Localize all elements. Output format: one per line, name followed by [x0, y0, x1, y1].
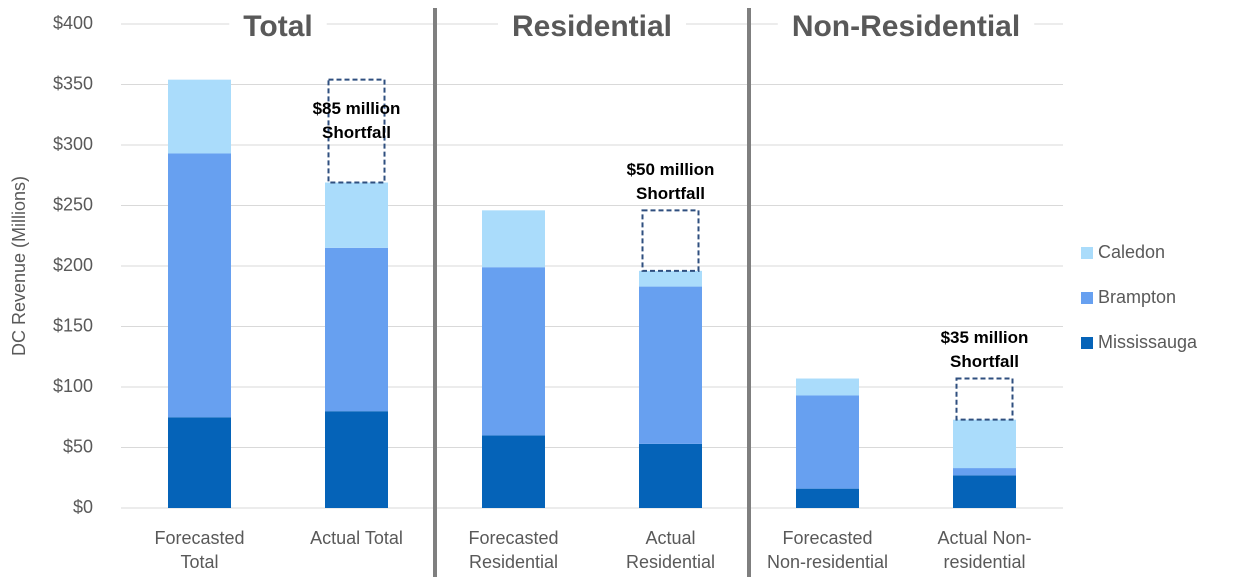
shortfall-label: Shortfall — [636, 184, 705, 203]
bar-segment — [639, 443, 702, 508]
x-tick-line: Forecasted — [468, 528, 558, 548]
title-bg — [497, 8, 687, 44]
title-bg — [229, 8, 327, 44]
bar-segment — [168, 153, 231, 418]
bar-segment — [482, 210, 545, 268]
x-tick-line: Forecasted — [154, 528, 244, 548]
bar-segment — [168, 79, 231, 154]
bar-segment — [953, 475, 1016, 508]
title-bg — [777, 8, 1035, 44]
bar-segment — [796, 488, 859, 508]
y-tick-label: $250 — [53, 194, 93, 214]
x-tick-line: Residential — [626, 552, 715, 572]
y-tick-label: $300 — [53, 134, 93, 154]
shortfall-label: $85 million — [313, 99, 401, 118]
y-tick-label: $400 — [53, 13, 93, 33]
y-tick-label: $150 — [53, 315, 93, 335]
y-tick-label: $200 — [53, 255, 93, 275]
section-title: Non-Residential — [792, 10, 1020, 43]
y-tick-label: $50 — [63, 436, 93, 456]
x-tick-label: Actual Non-residential — [937, 528, 1031, 572]
shortfall-box — [955, 377, 1014, 421]
bar-segment — [796, 395, 859, 489]
shortfall-label: Shortfall — [322, 123, 391, 142]
bar-segment — [953, 468, 1016, 476]
x-tick-line: residential — [943, 552, 1025, 572]
section-title: Residential — [512, 10, 672, 43]
section-title: Total — [243, 10, 312, 43]
x-tick-label: Forecasted Non-residential — [767, 528, 888, 572]
x-tick-line: Actual — [645, 528, 695, 548]
x-tick-label: Actual Residential — [626, 528, 715, 572]
x-tick-line: Actual Non- — [937, 528, 1031, 548]
bar-segment — [325, 247, 388, 412]
x-tick-line: Non-residential — [767, 552, 888, 572]
y-axis-label: DC Revenue (Millions) — [9, 176, 29, 356]
bar-segment — [325, 411, 388, 508]
shortfall-label: Shortfall — [950, 352, 1019, 371]
legend-swatch — [1081, 337, 1093, 349]
bar-segment — [482, 267, 545, 436]
x-tick-line: Total — [180, 552, 218, 572]
legend-swatch — [1081, 292, 1093, 304]
bar-segment — [325, 182, 388, 248]
shortfall-label: $35 million — [941, 328, 1029, 347]
legend-label: Caledon — [1098, 242, 1165, 262]
x-tick-label: Forecasted Total — [154, 528, 244, 572]
bar-segment — [482, 435, 545, 508]
bar-segment — [796, 378, 859, 396]
legend-swatch — [1081, 247, 1093, 259]
x-tick-line: Residential — [469, 552, 558, 572]
bar-segment — [639, 270, 702, 287]
legend-label: Brampton — [1098, 287, 1176, 307]
bar-segment — [168, 417, 231, 508]
bar-segment — [639, 286, 702, 444]
x-tick-label: Actual Total — [310, 528, 403, 548]
x-tick-line: Forecasted — [782, 528, 872, 548]
y-tick-label: $350 — [53, 73, 93, 93]
bar-segment — [953, 419, 1016, 469]
x-tick-label: Forecasted Residential — [468, 528, 558, 572]
x-tick-line: Actual Total — [310, 528, 403, 548]
shortfall-box — [327, 78, 386, 184]
y-tick-label: $100 — [53, 376, 93, 396]
shortfall-box — [641, 209, 700, 272]
y-tick-label: $0 — [73, 497, 93, 517]
legend-label: Mississauga — [1098, 332, 1198, 352]
shortfall-label: $50 million — [627, 160, 715, 179]
